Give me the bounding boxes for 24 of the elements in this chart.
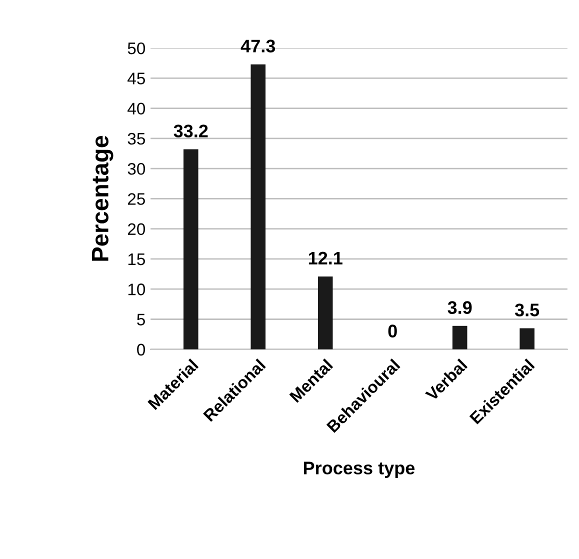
- y-tick-label: 35: [128, 132, 145, 145]
- data-label: 33.2: [174, 124, 208, 138]
- y-tick-label: 15: [128, 254, 145, 266]
- y-axis-title: Percentage: [92, 136, 114, 261]
- data-label: 47.3: [240, 40, 276, 52]
- y-tick-label: 30: [128, 162, 146, 175]
- x-axis-title: Process type: [304, 462, 415, 478]
- y-tick-label: 0: [137, 344, 146, 356]
- y-tick-label: 50: [128, 42, 146, 54]
- y-tick-label: 45: [128, 72, 145, 84]
- bar: [452, 326, 468, 350]
- y-tick-label: 25: [128, 193, 145, 205]
- y-tick-label: 40: [128, 102, 146, 115]
- bar: [318, 276, 333, 350]
- data-label: 0: [388, 324, 397, 338]
- data-label: 3.9: [448, 301, 472, 314]
- data-label: 12.1: [308, 252, 342, 264]
- bar: [183, 149, 198, 350]
- data-label: 3.5: [514, 304, 540, 316]
- bar: [520, 328, 534, 350]
- y-tick-label: 20: [128, 223, 146, 236]
- y-tick-label: 10: [128, 284, 146, 296]
- y-tick-label: 5: [137, 314, 145, 326]
- bar: [250, 64, 266, 350]
